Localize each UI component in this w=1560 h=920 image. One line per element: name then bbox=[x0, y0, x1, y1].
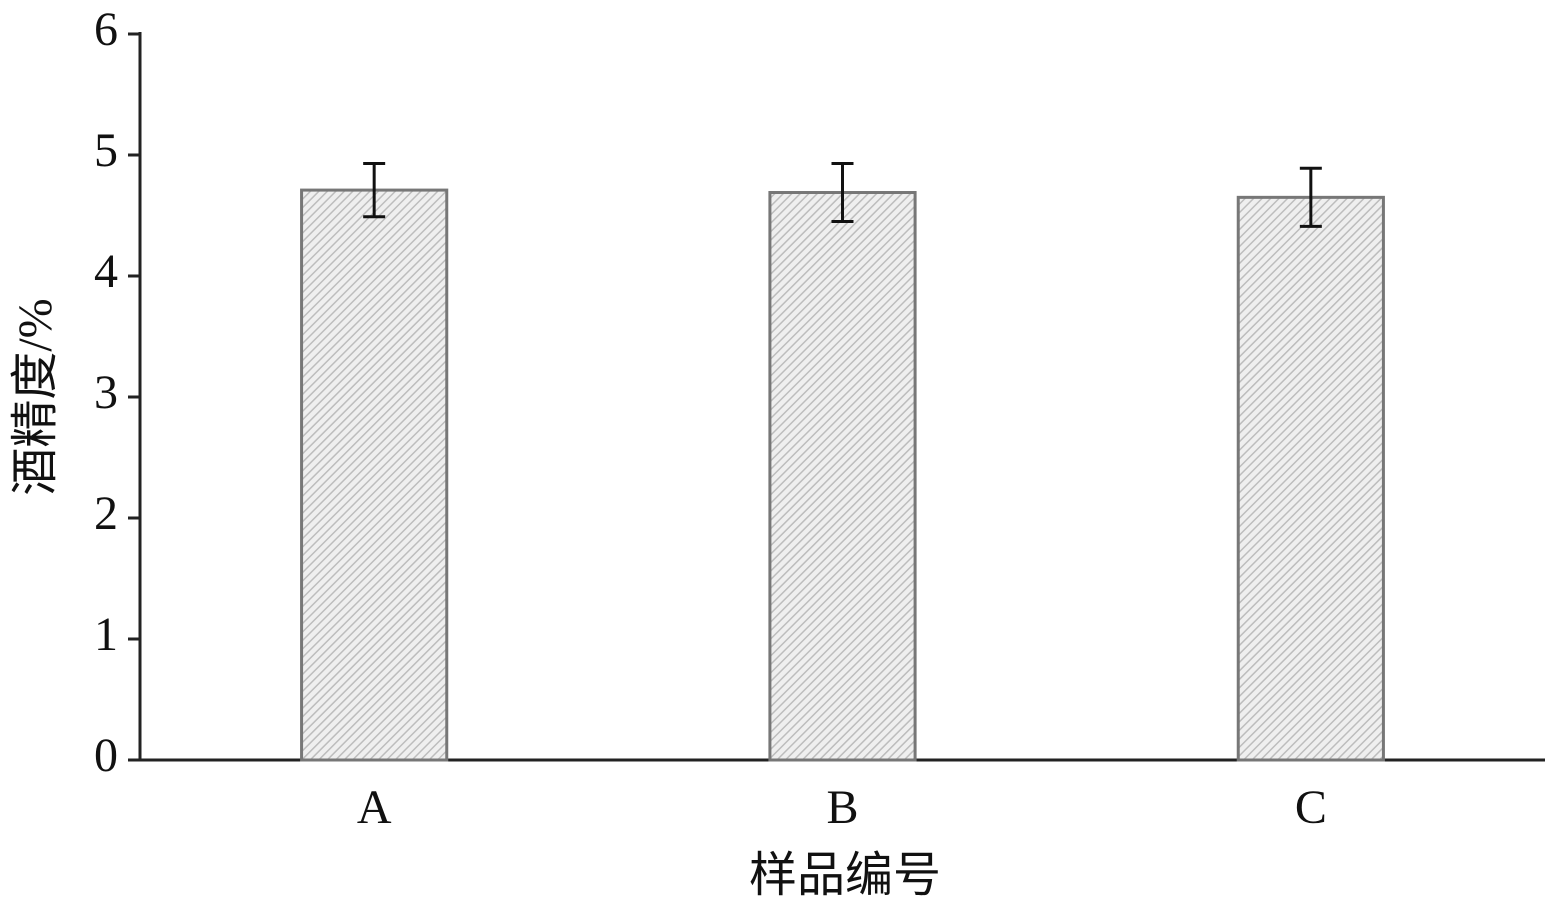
y-tick-label: 1 bbox=[94, 608, 118, 661]
error-bar bbox=[1299, 166, 1322, 228]
bar bbox=[768, 191, 917, 762]
y-tick-label: 2 bbox=[94, 487, 118, 540]
y-tick-label: 4 bbox=[94, 245, 118, 298]
y-tick-label: 6 bbox=[94, 3, 118, 56]
y-axis-label: 酒精度/% bbox=[9, 298, 62, 495]
bar bbox=[300, 188, 449, 762]
bar bbox=[1236, 195, 1385, 762]
x-tick-label: B bbox=[826, 781, 858, 834]
y-tick-label: 5 bbox=[94, 124, 118, 177]
y-tick-label: 3 bbox=[94, 366, 118, 419]
y-tick-label: 0 bbox=[94, 729, 118, 782]
x-axis-label: 样品编号 bbox=[749, 849, 941, 902]
x-tick-label: C bbox=[1295, 781, 1327, 834]
error-bar bbox=[831, 161, 854, 224]
error-bar bbox=[363, 161, 386, 219]
x-tick-label: A bbox=[357, 781, 392, 834]
